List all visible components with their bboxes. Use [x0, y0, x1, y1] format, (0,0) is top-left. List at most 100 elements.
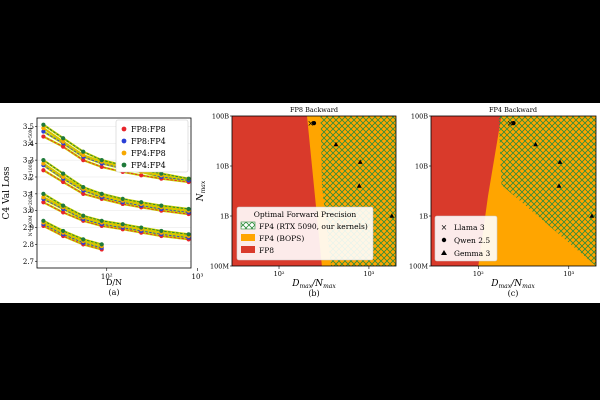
- panel-b-label: (b): [308, 289, 319, 298]
- fit-line: [43, 136, 189, 183]
- fit-line: [43, 159, 189, 210]
- data-point: [159, 203, 164, 208]
- fit-line: [43, 163, 189, 212]
- y-tick-label: 100B: [411, 113, 428, 121]
- data-point: [41, 191, 46, 196]
- group-label: N=50M: [28, 127, 34, 145]
- data-point: [81, 185, 86, 190]
- y-tick-label: 100M: [210, 263, 229, 271]
- fit-line: [43, 222, 102, 247]
- marker-llama-3: ×: [507, 119, 514, 128]
- marker-gemma-3: [533, 141, 539, 147]
- panel-b-ylabel: Nmax: [196, 180, 207, 202]
- x-tick-label: 10³: [363, 270, 374, 278]
- marker-gemma-3: [333, 141, 339, 147]
- x-tick-label: 10²: [101, 273, 113, 281]
- legend-swatch-fp4-bops: [241, 234, 255, 241]
- panel-a: N=50M N=100M N=200M N=400M 2.7 2.8 2.9 3.0 3.1 3…: [2, 117, 204, 297]
- data-point: [61, 139, 66, 144]
- marker-qwen-2-5: [311, 121, 317, 126]
- fit-line: [43, 196, 189, 237]
- data-point: [81, 158, 86, 163]
- panel-b: FP8 Backward × 100M 1B 10B 100B 10² 10³ Nmax…: [196, 106, 397, 298]
- data-point: [61, 136, 66, 141]
- y-tick-label: 10B: [216, 163, 229, 171]
- fit-line: [43, 164, 189, 213]
- y-tick-label: 1B: [419, 213, 428, 221]
- x-tick-label: 10²: [473, 270, 484, 278]
- data-point: [159, 228, 164, 234]
- y-tick-label: 100B: [212, 113, 229, 121]
- data-point: [81, 237, 86, 242]
- fit-line: [43, 223, 102, 249]
- data-point: [41, 134, 46, 139]
- y-tick-label: 100M: [409, 263, 428, 271]
- panel-b-x-ticks: 10² 10³: [274, 266, 375, 278]
- legend-label-llama: Llama 3: [454, 223, 485, 232]
- legend-label-fp8: FP8: [259, 246, 274, 255]
- data-point: [41, 122, 46, 127]
- legend-marker-fp4-fp4: [121, 162, 127, 168]
- legend-label-fp4-bops: FP4 (BOPS): [259, 234, 304, 243]
- data-point: [41, 195, 46, 200]
- marker-gemma-3: [357, 159, 363, 164]
- data-point: [41, 218, 46, 223]
- x-tick-label: 10²: [274, 270, 285, 278]
- data-point: [61, 174, 66, 180]
- x-tick-label: 10³: [563, 270, 574, 278]
- panel-a-x-ticks: 10² 10³: [101, 268, 204, 281]
- fit-line: [43, 124, 189, 180]
- x-tick-label: 10³: [192, 273, 204, 281]
- legend-marker-qwen: [441, 237, 447, 243]
- y-tick-label: 2.7: [23, 258, 34, 266]
- panel-c-xlabel: Dmax/Nmax: [490, 279, 535, 290]
- fit-line: [43, 127, 189, 180]
- data-point: [120, 222, 125, 227]
- marker-qwen-2-5: [511, 121, 516, 126]
- legend-label-fp4-fp4: FP4:FP4: [131, 161, 166, 170]
- legend-swatch-fp8: [241, 246, 255, 253]
- group-label: N=400M: [28, 215, 34, 236]
- data-point: [99, 164, 104, 169]
- legend-label-qwen: Qwen 2.5: [454, 236, 490, 245]
- legend-marker-fp4-fp8: [121, 150, 127, 156]
- marker-gemma-3: [589, 213, 595, 218]
- y-tick-label: 3.4: [23, 140, 35, 148]
- fit-line: [43, 169, 189, 215]
- fit-line: [43, 201, 189, 240]
- data-point: [99, 191, 104, 196]
- data-point: [41, 161, 46, 166]
- data-point: [41, 168, 46, 173]
- panel-a-fit-lines: [42, 123, 189, 251]
- panel-b-title: FP8 Backward: [290, 106, 338, 114]
- panel-a-group-labels: N=50M N=100M N=200M N=400M: [28, 127, 34, 236]
- legend-marker-llama: ×: [441, 223, 448, 232]
- data-point: [186, 176, 191, 181]
- data-point: [99, 242, 104, 247]
- data-point: [99, 158, 104, 163]
- panel-a-ylabel: C4 Val Loss: [2, 166, 12, 219]
- marker-gemma-3: [556, 183, 562, 188]
- y-tick-label: 2.9: [23, 224, 34, 232]
- panel-b-model-markers: ×: [307, 119, 395, 218]
- data-point: [61, 179, 66, 185]
- group-label: N=100M: [28, 159, 34, 180]
- data-point: [61, 171, 66, 176]
- data-point: [41, 129, 46, 134]
- panel-a-y-ticks: 2.7 2.8 2.9 3.0 3.1 3.2 3.3 3.4 3.5: [23, 123, 37, 266]
- data-point: [61, 210, 66, 215]
- data-point: [41, 200, 46, 205]
- data-point: [61, 228, 66, 234]
- data-point: [186, 232, 191, 237]
- data-point: [61, 203, 66, 208]
- legend-label-gemma: Gemma 3: [454, 249, 491, 258]
- legend-marker-gemma: [441, 250, 447, 255]
- panel-b-legend: Optimal Forward Precision FP4 (RTX 5090,…: [236, 206, 374, 261]
- data-point: [81, 191, 86, 196]
- y-tick-label: 1B: [220, 213, 229, 221]
- data-point: [61, 144, 66, 149]
- fit-line: [43, 198, 189, 239]
- marker-gemma-3: [389, 213, 395, 218]
- data-point: [139, 225, 144, 230]
